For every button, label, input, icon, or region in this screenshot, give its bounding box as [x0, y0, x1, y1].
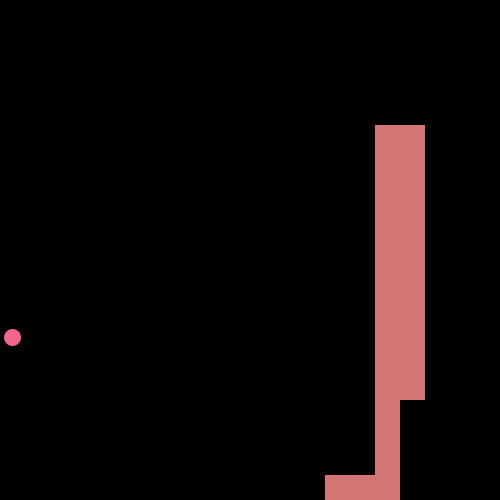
snake-segment — [400, 350, 425, 375]
snake-segment — [350, 475, 375, 500]
snake-segment — [375, 375, 400, 400]
snake-segment — [375, 250, 400, 275]
snake-segment — [400, 375, 425, 400]
snake-segment — [400, 225, 425, 250]
snake-segment — [375, 475, 400, 500]
snake-segment — [400, 300, 425, 325]
snake-segment — [375, 225, 400, 250]
snake-segment — [400, 200, 425, 225]
snake-head-segment — [400, 125, 425, 150]
snake-segment — [400, 150, 425, 175]
snake-segment — [400, 250, 425, 275]
snake-segment — [375, 425, 400, 450]
snake-segment — [400, 275, 425, 300]
snake-segment — [375, 325, 400, 350]
snake-segment — [375, 275, 400, 300]
snake-segment — [375, 300, 400, 325]
snake-segment — [375, 400, 400, 425]
snake-segment — [375, 125, 400, 150]
snake-segment — [400, 175, 425, 200]
snake-segment — [375, 450, 400, 475]
snake-segment — [375, 200, 400, 225]
snake-segment — [375, 150, 400, 175]
snake-segment — [375, 350, 400, 375]
snake-tail-segment — [325, 475, 350, 500]
food-pellet — [3, 328, 22, 347]
snake-segment — [400, 325, 425, 350]
snake-segment — [375, 175, 400, 200]
